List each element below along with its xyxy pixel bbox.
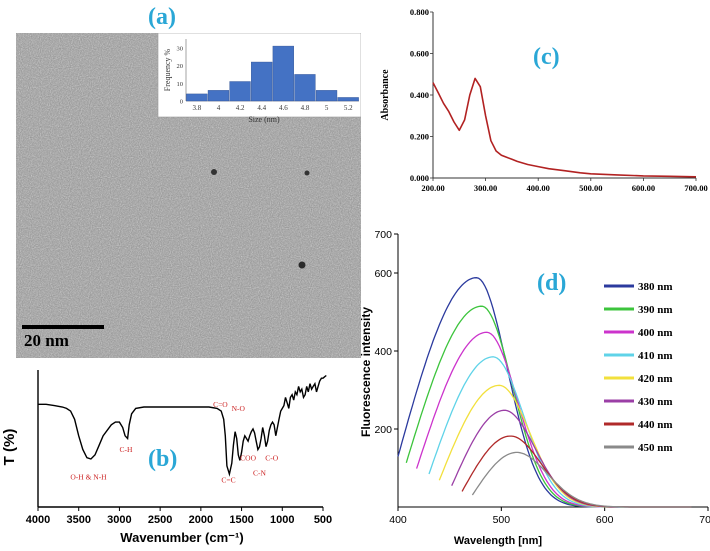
fluorescence-xlabel: Wavelength [nm] [454,535,543,547]
uv-ytick-label: 0.000 [410,173,429,183]
legend-entry: 380 nm [638,281,673,293]
uv-xtick-label: 500.00 [579,183,602,193]
inset-xtick-label: 5.2 [344,104,353,112]
ftir-xtick-label: 1000 [270,514,294,526]
inset-xtick-label: 4.8 [301,104,310,112]
ftir-xlabel: Wavenumber (cm⁻¹) [120,530,243,545]
ftir-chart: T (%) Wavenumber (cm⁻¹) 4000 3500 3000 2500… [1,370,332,545]
inset-xlabel: Size (nm) [248,115,280,124]
tem-particle [304,170,310,176]
ftir-xtick-label: 1500 [229,514,253,526]
fluor-series-line [471,451,692,508]
fluor-ytick-label: 700 [374,229,392,241]
histogram-bar [251,61,273,102]
uv-ylabel: Absorbance [380,69,391,121]
ftir-band-annotation: O-H & N-H [70,473,107,482]
inset-xtick-label: 4.2 [236,104,245,112]
legend-entry: 390 nm [638,304,673,316]
ftir-xtick-label: 2500 [148,514,172,526]
histogram-bar [294,74,316,102]
inset-xtick-label: 4.6 [279,104,288,112]
panel-label-a: (a) [148,4,176,30]
inset-xtick-label: 5 [325,104,329,112]
ftir-band-annotation: C=O [213,400,228,409]
histogram-bar [186,93,208,102]
ftir-series-line [38,374,327,477]
ftir-ylabel: T (%) [1,429,18,466]
ftir-band-annotation: COO [240,453,256,462]
fluor-ytick-label: 200 [374,424,392,436]
legend-entry: 440 nm [638,419,673,431]
legend-entry: 430 nm [638,396,673,408]
uv-xtick-label: 200.00 [421,183,444,193]
histogram-bar [315,90,338,102]
fluor-ytick-label: 600 [374,268,392,280]
fluor-xtick-label: 600 [596,514,614,526]
fluor-xtick-label: 500 [493,514,511,526]
uv-series-line [432,77,697,178]
inset-xtick-label: 4.4 [257,104,266,112]
scale-bar [22,325,104,329]
histogram-bar [337,97,359,102]
inset-ytick-label: 20 [177,63,184,70]
fluor-xtick-label: 700 [699,514,710,526]
panel-label-d: (d) [537,270,567,296]
uv-xtick-label: 400.00 [527,183,550,193]
fluor-ytick-label: 400 [374,346,392,358]
inset-ytick-label: 10 [177,81,184,88]
uv-ytick-label: 0.800 [410,7,429,17]
inset-ylabel: Frequency % [163,48,172,91]
fluor-xtick-label: 400 [389,514,407,526]
uv-ytick-label: 0.600 [410,49,429,59]
ftir-xtick-label: 500 [314,514,332,526]
ftir-band-annotation: C-O [265,453,279,462]
uv-ytick-label: 0.200 [410,132,429,142]
histogram-bar [229,81,251,102]
ftir-band-annotation: N-O [232,404,246,413]
inset-xtick-label: 3.8 [192,104,201,112]
uv-xtick-label: 600.00 [632,183,655,193]
histogram-bar [207,90,230,102]
uv-xtick-label: 300.00 [474,183,497,193]
legend-entry: 410 nm [638,350,673,362]
legend-entry: 400 nm [638,327,673,339]
ftir-xtick-label: 3000 [107,514,131,526]
uv-vis-chart: Absorbance 0.000 0.200 0.400 0.600 0.800 200.… [380,7,708,193]
scale-bar-label: 20 nm [24,331,69,350]
fluorescence-chart: Fluorescence intensity Wavelength [nm] 2… [359,229,710,547]
tem-image-panel: 20 nm Frequency % Size (nm) 0 10 20 30 3.8 4 4… [16,33,361,358]
size-histogram-inset: Frequency % Size (nm) 0 10 20 30 3.8 4 4.2 4.4 4… [157,33,361,124]
ftir-xtick-label: 2000 [189,514,213,526]
panel-label-b: (b) [148,446,178,472]
uv-xtick-label: 700.00 [684,183,707,193]
ftir-band-annotation: C-N [253,468,267,477]
ftir-xtick-label: 4000 [26,514,50,526]
tem-particle [211,169,217,175]
legend-entry: 450 nm [638,442,673,454]
tem-particle [298,261,306,269]
uv-ytick-label: 0.400 [410,90,429,100]
histogram-bar [272,45,294,102]
fluorescence-ylabel: Fluorescence intensity [359,307,373,437]
inset-xtick-label: 4 [217,104,221,112]
inset-ytick-label: 0 [180,99,183,106]
ftir-band-annotation: C-H [119,445,133,454]
panel-label-c: (c) [533,44,560,70]
ftir-xtick-label: 3500 [66,514,90,526]
ftir-band-annotation: C=C [221,475,235,484]
legend-entry: 420 nm [638,373,673,385]
inset-ytick-label: 30 [177,45,184,52]
